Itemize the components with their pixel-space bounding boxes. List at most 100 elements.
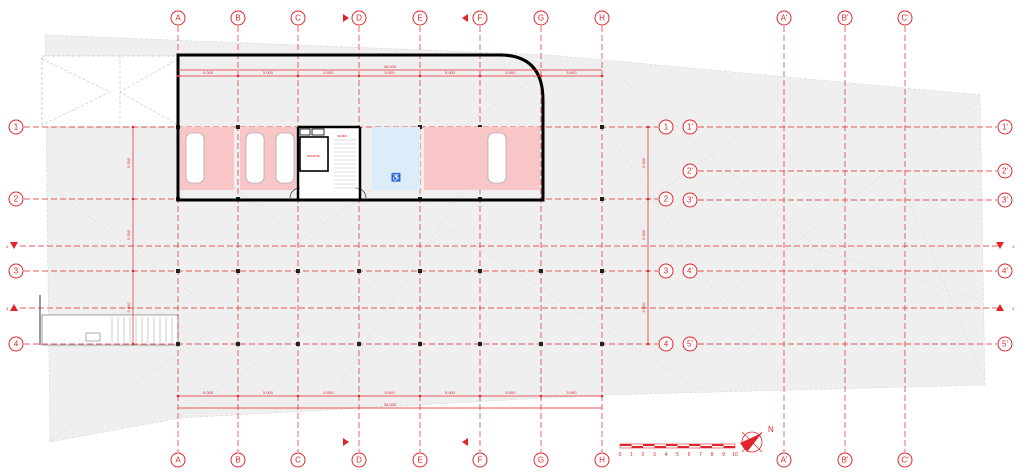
grid-lines: 4 4 3 3 — [6, 14, 1015, 452]
row-bubble-left: 3 — [8, 263, 24, 279]
terrain-line — [899, 179, 986, 381]
row-bubble-right: 3 — [658, 263, 674, 279]
section-marker-icon — [10, 242, 18, 249]
scale-bar-segment — [654, 446, 666, 448]
column-bubble-top: B — [230, 10, 246, 26]
dimension-tick — [131, 342, 135, 346]
dimension-tick — [600, 74, 604, 78]
grid-bubble-label: G — [538, 14, 544, 23]
dimension-text: 5.000 — [126, 229, 131, 240]
row-bubble-right: 3' — [997, 192, 1013, 208]
dimension-lines: 5.000 5.000 5.000 5.000 5.000 5.000 5.000 5.000… — [126, 64, 650, 409]
column-bubble-top: C' — [897, 10, 913, 26]
dimension-tick — [357, 74, 361, 78]
grid-bubble-label: 4 — [14, 340, 19, 349]
room-label-lift: ascens. — [307, 153, 321, 158]
column-pillar — [539, 342, 543, 346]
grid-bubble-label: D — [356, 14, 362, 23]
row-bubble-left: 1 — [8, 119, 24, 135]
column-bubble-bottom: G — [533, 452, 549, 468]
building: ascens. scala ♿ — [176, 53, 545, 202]
terrain-line — [299, 59, 561, 241]
row-bubble-right: 4' — [997, 263, 1013, 279]
column-bubble-bottom: B' — [837, 452, 853, 468]
column-bubble-bottom: F — [472, 452, 488, 468]
grid-bubble-circle — [837, 10, 853, 26]
grid-bubble-label: F — [478, 456, 483, 465]
column-pillar — [357, 342, 361, 346]
dimension-text: 5.000 — [566, 70, 577, 75]
column-pillar — [478, 342, 482, 346]
section-marker-icon — [343, 438, 349, 446]
terrain-line — [39, 179, 201, 301]
grid-bubble-label: B' — [842, 14, 849, 23]
room-label-stair: scala — [337, 133, 347, 138]
grid-bubble-label: 3 — [14, 267, 19, 276]
dimension-text: 5.000 — [641, 157, 646, 168]
section-marker-icon — [996, 242, 1004, 249]
row-bubble-right: 2' — [997, 163, 1013, 179]
column-bubble-bottom: D — [351, 452, 367, 468]
grid-bubble-circle — [682, 163, 698, 179]
column-pillar — [418, 342, 422, 346]
grid-bubble-label: H — [599, 456, 605, 465]
scale-bar-segment — [677, 446, 689, 448]
dimension-text: 5.000 — [126, 302, 131, 313]
grid-bubble-label: F — [478, 14, 483, 23]
grid-bubble-label: 3' — [1002, 196, 1008, 205]
dimension-tick — [176, 394, 180, 398]
dimension-text: 5.000 — [566, 390, 577, 395]
grid-bubble-label: C — [295, 456, 301, 465]
grid-bubble-circle — [472, 10, 488, 26]
scale-bar-segment — [700, 446, 712, 448]
lower-ramp — [39, 295, 179, 346]
grid-bubble-circle — [997, 192, 1013, 208]
dimension-text: 5.000 — [323, 70, 334, 75]
grid-bubble-label: E — [417, 14, 422, 23]
dimension-tick — [236, 394, 240, 398]
svg-text:N: N — [768, 425, 774, 434]
grid-bubble-label: C' — [901, 14, 909, 23]
dimension-tick — [131, 125, 135, 129]
terrain-line — [599, 59, 821, 251]
scale-bar-tick-label: 0 — [619, 452, 622, 458]
grid-bubble-label: A' — [781, 456, 788, 465]
grid-bubble-label: D — [356, 456, 362, 465]
dimension-text: 5.000 — [203, 390, 214, 395]
grid-bubble-label: 1' — [1002, 123, 1008, 132]
dimension-tick — [539, 74, 543, 78]
dimension-tick — [646, 269, 650, 273]
grid-bubble-label: E — [417, 456, 422, 465]
car — [487, 132, 507, 184]
dimension-tick — [478, 74, 482, 78]
dimension-text: 5.000 — [126, 157, 131, 168]
grid-bubble-circle — [230, 452, 246, 468]
entrance-ramp — [41, 55, 179, 128]
grid-bubble-circle — [658, 119, 674, 135]
column-pillar — [176, 269, 180, 273]
terrain-line — [559, 59, 721, 301]
grid-bubble-circle — [682, 192, 698, 208]
parked-cars — [185, 132, 507, 184]
scale-bar-segment — [712, 444, 724, 446]
scale-bar-tick-label: 1 — [630, 452, 633, 458]
grid-bubble-circle — [658, 336, 674, 352]
column-pillar — [600, 125, 604, 129]
dimension-tick — [646, 197, 650, 201]
section-marker-icon — [10, 304, 18, 311]
dimension-text: 5.000 — [641, 229, 646, 240]
column-bubble-bottom: B — [230, 452, 246, 468]
scale-bar-segment — [620, 444, 632, 446]
section-marker-icon — [343, 14, 349, 22]
grid-bubble-circle — [351, 452, 367, 468]
grid-bubble-label: 2 — [664, 195, 669, 204]
north-arrow-icon: N — [740, 425, 774, 453]
grid-bubble-circle — [533, 10, 549, 26]
column-bubble-bottom: E — [412, 452, 428, 468]
dimension-text: 5.000 — [323, 390, 334, 395]
row-bubble-left: 5' — [682, 336, 698, 352]
scale-bar-tick-label: 5 — [676, 452, 679, 458]
car — [185, 132, 205, 184]
column-bubble-bottom: C' — [897, 452, 913, 468]
